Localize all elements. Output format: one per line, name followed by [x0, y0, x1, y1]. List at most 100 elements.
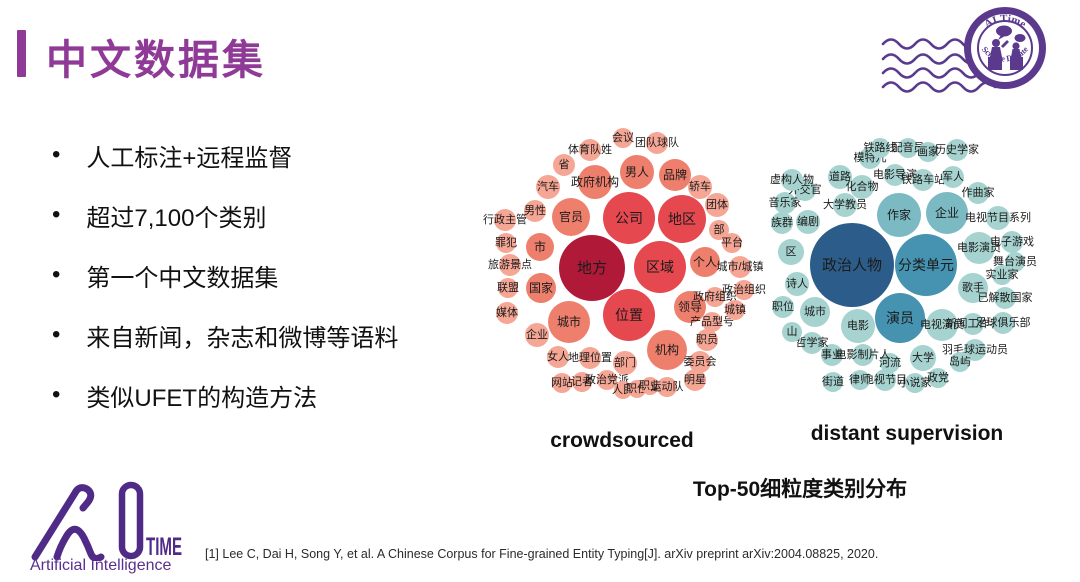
chart-bubble: 品牌 [659, 159, 691, 191]
bullet-item: 第一个中文数据集 [52, 260, 482, 292]
chart-bubble: 汽车 [536, 175, 560, 199]
citation-text: [1] Lee C, Dai H, Song Y, et al. A Chine… [205, 547, 879, 561]
bullet-text: 超过7,100个类别 [86, 204, 267, 232]
chart-bubble: 音乐家 [769, 192, 802, 214]
chart-bubble: 电子游戏 [990, 231, 1034, 253]
chart-bubble: 电影导演 [873, 164, 917, 186]
bullet-item: 超过7,100个类别 [52, 200, 482, 232]
science-debate-badge-icon: AI Time Science Debate [964, 7, 1046, 89]
chart-bubble: 男人 [620, 155, 654, 189]
chart-bubble: 铁路车站 [901, 169, 945, 191]
chart-bubble: 会议 [612, 128, 634, 148]
chart-bubble: 演员 [875, 293, 925, 343]
chart-bubble: 联盟 [497, 278, 519, 298]
chart-bubble: 哲学家 [796, 332, 829, 354]
chart-bubble: 大学教员 [823, 193, 867, 217]
chart-bubble: 地理位置 [568, 347, 612, 369]
chart-bubble: 大学 [910, 345, 936, 371]
ai-time-logo-icon: TIME [31, 481, 182, 561]
chart-bubble: 企业 [525, 323, 549, 347]
chart-bubble: 团体 [705, 193, 729, 217]
bubble-chart-distant-supervision: 政治人物 分类单元 演员 作家 企业 电影 城市 歌手 电视演员 电影演员 大学 诗人 区 族群 编剧 音乐家… [765, 130, 1045, 400]
chart-bubble: 山 [782, 322, 802, 342]
chart-bubble: 律师 [849, 370, 871, 390]
chart-bubble: 女人 [547, 346, 569, 368]
chart-bubble: 已解散国家 [978, 287, 1033, 309]
chart-bubble: 媒体 [496, 302, 518, 324]
chart-bubble: 运动队 [651, 377, 684, 397]
chart-bubble: 歌手 [958, 273, 988, 303]
chart-bubble: 电影演员 [957, 232, 1001, 264]
chart-bubble: 团队球队 [635, 132, 679, 154]
chart-bubble: 平台 [721, 233, 743, 253]
chart-bubble: 电影制片人 [836, 344, 891, 366]
chart-bubble: 地方 [559, 235, 625, 301]
chart-bubble: 公司 [603, 192, 655, 244]
chart-bubble: 人民 [612, 381, 634, 399]
bullet-text: 类似UFET的构造方法 [86, 384, 318, 412]
page-title: 中文数据集 [46, 37, 266, 83]
bullet-list: 人工标注+远程监督 超过7,100个类别 第一个中文数据集 来自新闻，杂志和微博… [52, 140, 482, 440]
chart-bubble: 官员 [552, 198, 590, 236]
chart-bubble: 职员 [696, 329, 718, 351]
chart-bubble: 产品型号 [690, 312, 734, 332]
chart-bubble: 道路 [828, 165, 852, 189]
chart-label-distant-supervision: distant supervision [810, 422, 1004, 445]
chart-bubble: 电视节目系列 [965, 206, 1031, 230]
chart-bubble: 领导 [674, 291, 706, 323]
chart-bubble: 区域 [634, 241, 686, 293]
chart-bubble: 街道 [822, 372, 844, 392]
chart-bubble: 明星 [684, 369, 706, 391]
title-accent-bar [17, 30, 26, 77]
chart-bubble: 职业 [639, 377, 661, 395]
chart-bubble: 军人 [942, 166, 964, 188]
chart-bubble: 网站 [551, 373, 573, 393]
chart-bubble: 记者 [571, 372, 593, 392]
chart-bubble: 市 [526, 233, 554, 261]
chart-bubble: 电视节目 [863, 369, 907, 391]
bullet-item: 人工标注+远程监督 [52, 140, 482, 172]
bullet-item: 来自新闻，杂志和微博等语料 [52, 320, 482, 352]
chart-bubble: 政府组织 [693, 287, 737, 307]
chart-bubble: 城市 [548, 301, 590, 343]
chart-bubble: 城市/城镇 [716, 256, 764, 278]
chart-bubble: 编剧 [796, 210, 820, 234]
stamp-top-text: AI Time [982, 13, 1028, 31]
chart-bubble: 行政主管 [483, 209, 527, 231]
chart-bubble: 历史学家 [935, 139, 979, 161]
chart-bubble: 体育队姓 [568, 139, 612, 161]
chart-bubble: 画家 [917, 142, 939, 162]
bullet-text: 第一个中文数据集 [86, 264, 279, 292]
chart-bubble: 男性 [524, 200, 546, 222]
svg-text:AI Time: AI Time [982, 13, 1028, 31]
chart-bubble: 位置 [603, 289, 655, 341]
chart-bubble: 舞台演员 [993, 252, 1037, 272]
chart-bubble: 化合物 [846, 175, 879, 199]
chart-bubble: 足球俱乐部 [976, 312, 1031, 334]
logo-subtitle: Artificial Intelligence [30, 557, 172, 574]
chart-bubble: 区 [778, 239, 804, 265]
chart-bubble: 小说家 [899, 373, 932, 393]
chart-bubble: 政党 [927, 368, 949, 388]
chart-bubble: 电影 [841, 309, 875, 343]
chart-bubble: 个人 [690, 247, 720, 277]
chart-bubble: 政府机构 [571, 165, 619, 199]
chart-bubble: 委员会 [684, 351, 717, 373]
chart-bubble: 城镇 [724, 300, 746, 320]
chart-bubble: 电视演员 [920, 309, 964, 341]
chart-bubble: 族群 [771, 212, 793, 234]
bullet-item: 类似UFET的构造方法 [52, 380, 482, 412]
chart-bubble: 作曲家 [962, 182, 995, 204]
chart-bubble: 政治组织 [722, 280, 766, 300]
chart-label-crowdsourced: crowdsourced [550, 429, 694, 452]
chart-bubble: 实业家 [986, 265, 1019, 285]
chart-bubble: 诗人 [785, 272, 809, 296]
chart-bubble: 罪犯 [495, 233, 517, 253]
chart-bubble: 分类单元 [895, 234, 957, 296]
chart-bubble: 机构 [647, 330, 687, 370]
chart-bubble: 旅游景点 [488, 254, 532, 276]
chart-bubble: 轿车 [688, 175, 712, 199]
chart-bubble: 政治党派 [585, 370, 629, 390]
chart-bubble: 岛屿 [949, 352, 971, 372]
